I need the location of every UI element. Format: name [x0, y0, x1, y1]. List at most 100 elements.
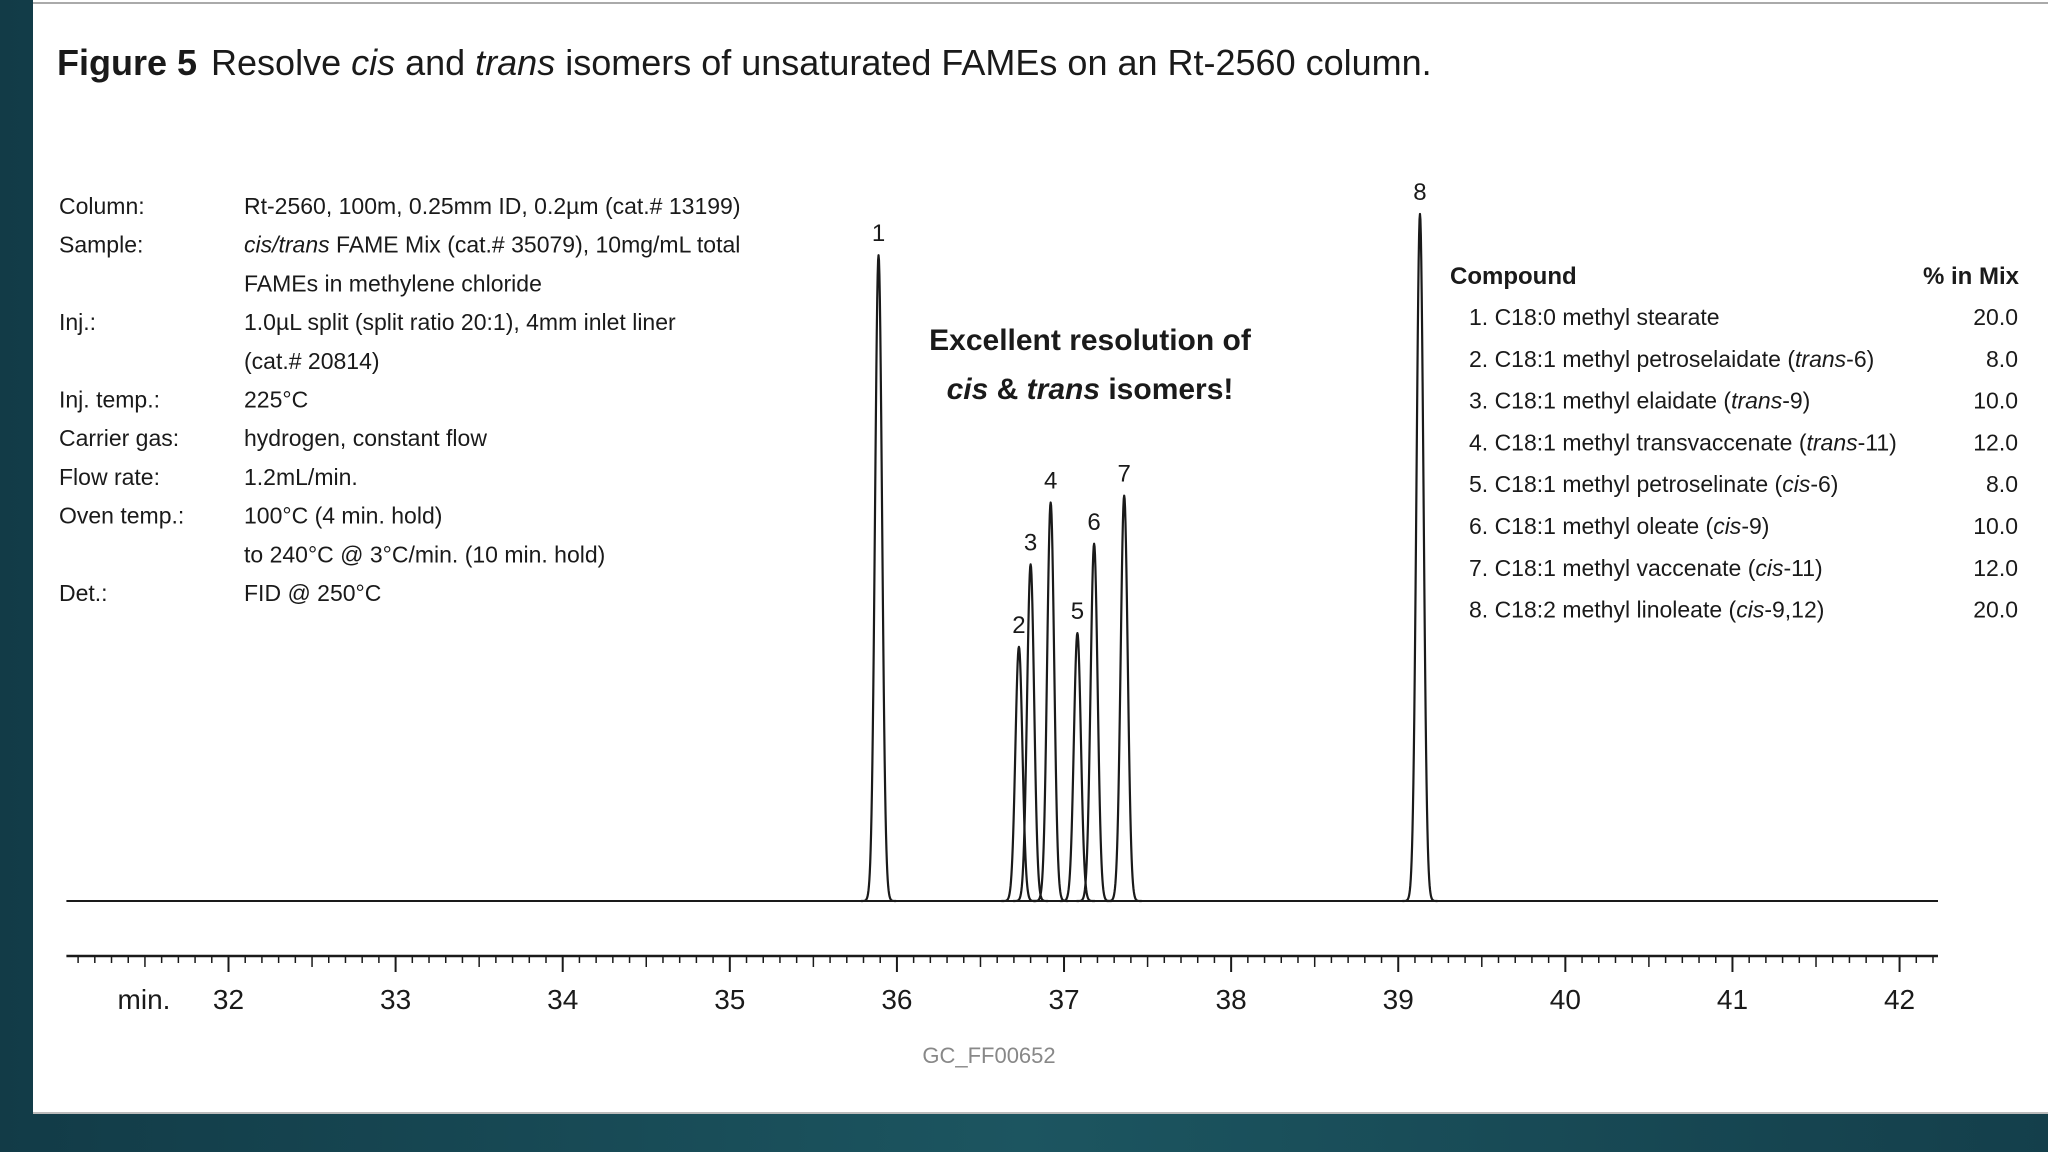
text-segment: to 240°C @ 3°C/min. (10 min. hold): [244, 541, 605, 567]
peak: [1105, 494, 1143, 903]
text-segment: Excellent resolution of: [929, 324, 1252, 357]
x-tick-label: 40: [1550, 984, 1581, 1015]
text-segment: -9): [1782, 388, 1810, 414]
text-segment: FAME Mix (cat.# 35079), 10mg/mL total: [330, 232, 741, 258]
x-tick-label: 33: [380, 984, 411, 1015]
condition-value: to 240°C @ 3°C/min. (10 min. hold): [244, 541, 605, 567]
text-segment: FAMEs in methylene chloride: [244, 270, 542, 296]
compound-name: 6. C18:1 methyl oleate (cis-9): [1469, 513, 1769, 539]
condition-label: Carrier gas:: [59, 425, 179, 451]
condition-label: Inj. temp.:: [59, 387, 160, 413]
text-segment: 2. C18:1 methyl petroselaidate (: [1469, 346, 1795, 372]
text-segment: Resolve: [211, 42, 351, 83]
italic-segment: cis: [947, 373, 989, 406]
peak: [860, 254, 897, 903]
compound-name: 2. C18:1 methyl petroselaidate (trans-6): [1469, 346, 1874, 372]
compound-percent: 12.0: [1973, 555, 2018, 581]
condition-value: hydrogen, constant flow: [244, 425, 487, 451]
figure-label: Figure 5: [57, 42, 197, 83]
text-segment: 225°C: [244, 387, 308, 413]
table-header: % in Mix: [1923, 263, 2020, 290]
italic-segment: trans: [1731, 388, 1783, 414]
condition-value: (cat.# 20814): [244, 348, 380, 374]
text-segment: -9,12): [1764, 597, 1824, 623]
compound-name: 3. C18:1 methyl elaidate (trans-9): [1469, 388, 1810, 414]
chart-title: Figure 5 Resolve cis and trans isomers of…: [57, 42, 1432, 83]
text-segment: -11): [1784, 555, 1823, 581]
text-segment: -9): [1741, 513, 1769, 539]
italic-segment: cis: [1736, 597, 1765, 623]
compound-name: 1. C18:0 methyl stearate: [1469, 304, 1720, 330]
italic-segment: cis: [1713, 513, 1742, 539]
text-segment: isomers!: [1100, 373, 1233, 406]
text-segment: 7. C18:1 methyl vaccenate (: [1469, 555, 1756, 581]
text-segment: 1. C18:0 methyl stearate: [1469, 304, 1720, 330]
condition-value: FAMEs in methylene chloride: [244, 270, 542, 296]
text-segment: 6. C18:1 methyl oleate (: [1469, 513, 1714, 539]
peak-label: 6: [1087, 509, 1100, 536]
text-segment: Rt-2560, 100m, 0.25mm ID, 0.2µm (cat.# 1…: [244, 193, 740, 219]
x-axis-label: min.: [118, 984, 171, 1015]
text-segment: and: [395, 42, 475, 83]
condition-label: Flow rate:: [59, 464, 160, 490]
text-segment: isomers of unsaturated FAMEs on an Rt-25…: [555, 42, 1431, 83]
compound-percent: 10.0: [1973, 388, 2018, 414]
italic-segment: trans: [1807, 429, 1859, 455]
peak-label: 1: [872, 220, 885, 247]
compound-percent: 8.0: [1986, 471, 2018, 497]
compound-percent: 12.0: [1973, 429, 2018, 455]
condition-label: Det.:: [59, 580, 108, 606]
title-text: Resolve cis and trans isomers of unsatur…: [211, 42, 1432, 83]
x-tick-label: 39: [1383, 984, 1414, 1015]
compound-percent: 20.0: [1973, 304, 2018, 330]
compound-name: 7. C18:1 methyl vaccenate (cis-11): [1469, 555, 1823, 581]
text-segment: hydrogen, constant flow: [244, 425, 487, 451]
italic-segment: cis: [351, 42, 395, 83]
peak-label: 8: [1413, 179, 1426, 206]
text-segment: -6): [1810, 471, 1838, 497]
condition-label: Column:: [59, 193, 145, 219]
annotation: cis & trans isomers!: [947, 373, 1234, 406]
condition-label: Oven temp.:: [59, 503, 184, 529]
italic-segment: cis: [1755, 555, 1784, 581]
x-tick-label: 38: [1216, 984, 1247, 1015]
peak-label: 2: [1012, 612, 1025, 639]
peak: [1075, 542, 1113, 903]
condition-value: FID @ 250°C: [244, 580, 381, 606]
compound-name: 5. C18:1 methyl petroselinate (cis-6): [1469, 471, 1838, 497]
compound-name: 4. C18:1 methyl transvaccenate (trans-11…: [1469, 429, 1897, 455]
italic-segment: trans: [1027, 373, 1100, 406]
peak-label: 4: [1044, 468, 1057, 495]
peak: [1059, 631, 1096, 903]
text-segment: 1.2mL/min.: [244, 464, 358, 490]
text-segment: 3. C18:1 methyl elaidate (: [1469, 388, 1731, 414]
italic-segment: cis: [1782, 471, 1811, 497]
panel: [33, 0, 2048, 1114]
peak: [1032, 501, 1069, 903]
text-segment: 1.0µL split (split ratio 20:1), 4mm inle…: [244, 309, 676, 335]
text-segment: (cat.# 20814): [244, 348, 380, 374]
condition-value: 225°C: [244, 387, 308, 413]
x-tick-label: 32: [213, 984, 244, 1015]
condition-value: 100°C (4 min. hold): [244, 503, 442, 529]
text-segment: 5. C18:1 methyl petroselinate (: [1469, 471, 1783, 497]
x-tick-label: 42: [1884, 984, 1915, 1015]
text-segment: FID @ 250°C: [244, 580, 381, 606]
peak: [1012, 563, 1049, 903]
x-tick-label: 35: [714, 984, 745, 1015]
condition-value: 1.0µL split (split ratio 20:1), 4mm inle…: [244, 309, 676, 335]
x-tick-label: 34: [547, 984, 578, 1015]
compound-percent: 20.0: [1973, 597, 2018, 623]
peak: [1401, 212, 1439, 903]
peak-label: 5: [1071, 598, 1084, 625]
x-tick-label: 36: [881, 984, 912, 1015]
condition-value: cis/trans FAME Mix (cat.# 35079), 10mg/m…: [244, 232, 740, 258]
table-header: Compound: [1450, 263, 1577, 290]
condition-value: Rt-2560, 100m, 0.25mm ID, 0.2µm (cat.# 1…: [244, 193, 740, 219]
compound-percent: 8.0: [1986, 346, 2018, 372]
x-tick-label: 41: [1717, 984, 1748, 1015]
italic-segment: trans: [475, 42, 555, 83]
text-segment: 100°C (4 min. hold): [244, 503, 442, 529]
